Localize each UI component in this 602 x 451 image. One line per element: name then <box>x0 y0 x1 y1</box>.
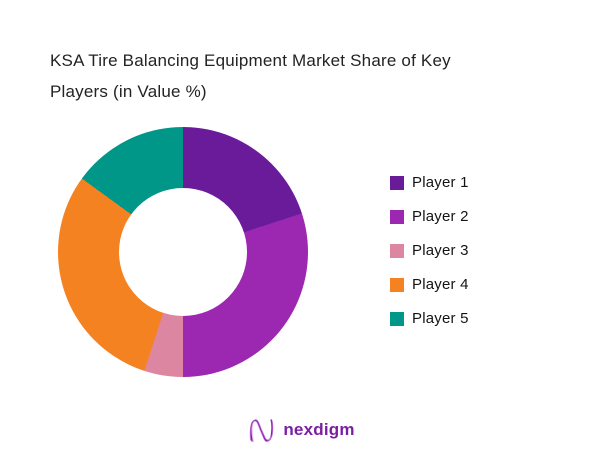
legend-swatch-player-5 <box>390 312 404 326</box>
nexdigm-logo: nexdigm <box>0 413 602 447</box>
nexdigm-n-wave-icon <box>247 415 277 445</box>
nexdigm-logo-text: nexdigm <box>283 420 354 440</box>
legend-item-player-1: Player 1 <box>390 172 469 193</box>
legend-label-player-5: Player 5 <box>412 310 469 327</box>
legend-swatch-player-4 <box>390 278 404 292</box>
chart-title: KSA Tire Balancing Equipment Market Shar… <box>50 45 490 107</box>
legend-item-player-2: Player 2 <box>390 206 469 227</box>
chart-canvas: KSA Tire Balancing Equipment Market Shar… <box>0 0 602 451</box>
chart-legend: Player 1 Player 2 Player 3 Player 4 Play… <box>390 172 469 342</box>
legend-swatch-player-1 <box>390 176 404 190</box>
donut-chart-area <box>58 127 308 377</box>
donut-hole <box>119 188 247 316</box>
legend-swatch-player-3 <box>390 244 404 258</box>
legend-item-player-4: Player 4 <box>390 274 469 295</box>
legend-label-player-2: Player 2 <box>412 208 469 225</box>
legend-item-player-5: Player 5 <box>390 308 469 329</box>
legend-label-player-1: Player 1 <box>412 174 469 191</box>
legend-label-player-4: Player 4 <box>412 276 469 293</box>
legend-label-player-3: Player 3 <box>412 242 469 259</box>
legend-item-player-3: Player 3 <box>390 240 469 261</box>
legend-swatch-player-2 <box>390 210 404 224</box>
